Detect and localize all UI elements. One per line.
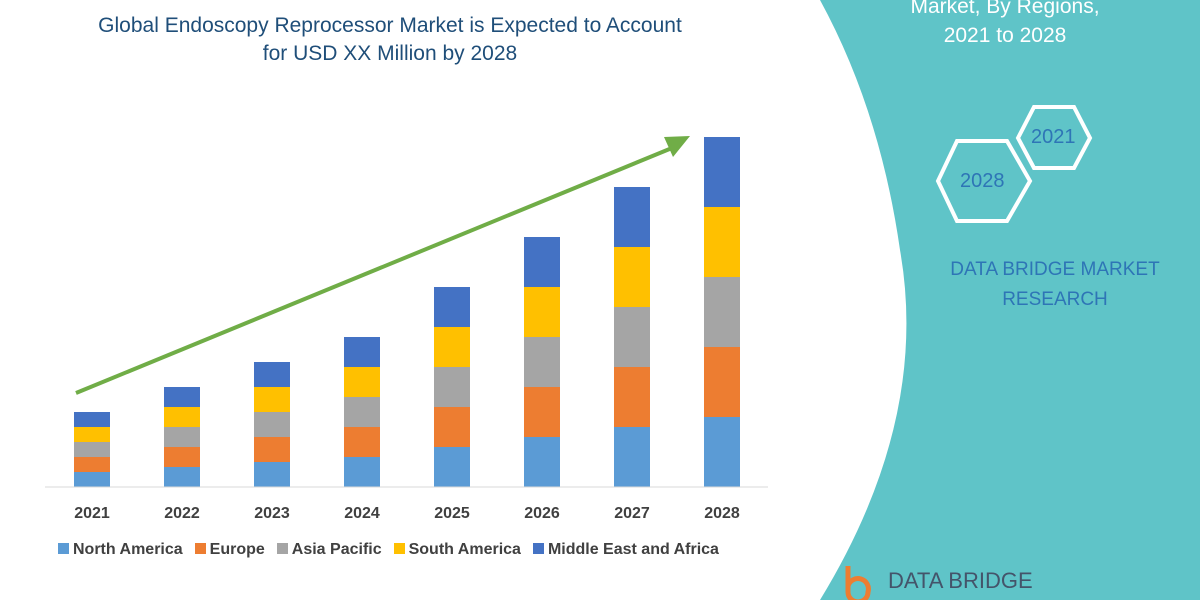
- brand-line: RESEARCH: [1002, 289, 1108, 310]
- bar-segment-2025-0: [434, 447, 470, 487]
- bar-segment-2021-4: [74, 412, 110, 427]
- side-panel-background: [820, 0, 1200, 600]
- chart-title: Global Endoscopy Reprocessor Market is E…: [40, 12, 740, 68]
- legend-swatch: [532, 543, 544, 554]
- bar-segment-2024-2: [344, 397, 380, 427]
- bar-segment-2024-1: [344, 427, 380, 457]
- legend-swatch: [393, 543, 405, 554]
- x-tick-label: 2027: [614, 505, 650, 522]
- legend-item: Asia Pacific: [276, 541, 382, 559]
- bar-segment-2023-2: [254, 412, 290, 437]
- legend-swatch: [276, 543, 288, 554]
- x-tick-label: 2028: [704, 505, 740, 522]
- legend-swatch: [194, 543, 206, 554]
- title-line: Global Endoscopy Reprocessor Market is E…: [98, 14, 682, 37]
- bar-segment-2022-1: [164, 447, 200, 467]
- side-title-line: 2021 to 2028: [943, 24, 1067, 47]
- bar-segment-2028-3: [704, 207, 740, 277]
- hexagon-2028: [935, 139, 1033, 223]
- trend-arrowhead: [664, 136, 690, 157]
- logo-mark-icon: [845, 566, 871, 600]
- x-tick-label: 2023: [254, 505, 290, 522]
- bar-segment-2026-4: [524, 237, 560, 287]
- bar-segment-2021-0: [74, 472, 110, 487]
- bar-segment-2021-2: [74, 442, 110, 457]
- title-line: for USD XX Million by 2028: [262, 42, 518, 65]
- legend-label: Asia Pacific: [291, 541, 382, 558]
- legend-label: South America: [408, 541, 521, 558]
- hex-label-2021: 2021: [1031, 126, 1076, 148]
- legend-item: Middle East and Africa: [532, 541, 719, 559]
- bar-segment-2025-4: [434, 287, 470, 327]
- legend-label: North America: [73, 541, 183, 558]
- hexagon-2021: [1015, 105, 1093, 170]
- x-tick-label: 2024: [344, 505, 380, 522]
- bar-segment-2028-1: [704, 347, 740, 417]
- brand-text: DATA BRIDGE MARKET RESEARCH: [920, 255, 1190, 315]
- bar-segment-2022-0: [164, 467, 200, 487]
- side-title-line: Market, By Regions,: [910, 0, 1100, 18]
- x-tick-label: 2022: [164, 505, 200, 522]
- bar-segment-2024-3: [344, 367, 380, 397]
- x-tick-label: 2021: [74, 505, 110, 522]
- bar-segment-2026-1: [524, 387, 560, 437]
- bar-segment-2026-2: [524, 337, 560, 387]
- legend-swatch: [58, 543, 69, 554]
- bar-segment-2025-3: [434, 327, 470, 367]
- side-title: Market, By Regions, 2021 to 2028: [880, 0, 1130, 50]
- bar-segment-2021-3: [74, 427, 110, 442]
- legend-item: North America: [58, 541, 183, 559]
- legend-item: Europe: [194, 541, 265, 559]
- logo-text: DATA BRIDGE: [888, 568, 1033, 593]
- bar-segment-2023-3: [254, 387, 290, 412]
- legend: North America Europe Asia Pacific South Ame…: [58, 541, 719, 559]
- x-tick-label: 2025: [434, 505, 470, 522]
- bar-segment-2027-2: [614, 307, 650, 367]
- x-tick-label: 2026: [524, 505, 560, 522]
- bar-segment-2021-1: [74, 457, 110, 472]
- bar-segment-2027-0: [614, 427, 650, 487]
- legend-item: South America: [393, 541, 521, 559]
- hex-label-2028: 2028: [960, 170, 1005, 192]
- bar-segment-2027-1: [614, 367, 650, 427]
- bar-segment-2025-1: [434, 407, 470, 447]
- bar-segment-2023-4: [254, 362, 290, 387]
- bar-segment-2024-0: [344, 457, 380, 487]
- bar-segment-2023-0: [254, 462, 290, 487]
- bar-segment-2022-2: [164, 427, 200, 447]
- bar-segment-2027-3: [614, 247, 650, 307]
- bar-segment-2028-0: [704, 417, 740, 487]
- bar-segment-2022-3: [164, 407, 200, 427]
- bar-segment-2022-4: [164, 387, 200, 407]
- bar-segment-2025-2: [434, 367, 470, 407]
- bar-segment-2023-1: [254, 437, 290, 462]
- bar-segment-2028-4: [704, 137, 740, 207]
- brand-line: DATA BRIDGE MARKET: [950, 259, 1160, 280]
- bar-segment-2024-4: [344, 337, 380, 367]
- bar-segment-2026-3: [524, 287, 560, 337]
- bar-segment-2028-2: [704, 277, 740, 347]
- bar-segment-2026-0: [524, 437, 560, 487]
- trend-arrow: [75, 146, 673, 395]
- legend-label: Middle East and Africa: [547, 541, 719, 558]
- legend-label: Europe: [209, 541, 265, 558]
- bar-segment-2027-4: [614, 187, 650, 247]
